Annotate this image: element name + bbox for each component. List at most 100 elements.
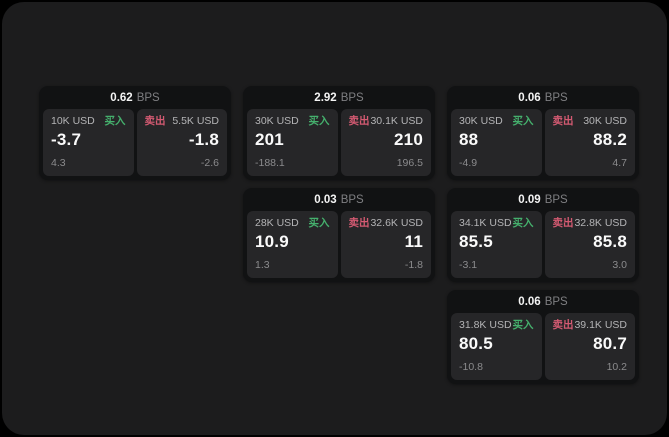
buy-delta: -188.1 xyxy=(255,157,285,170)
quote-card-body: 34.1K USD 买入 85.5 -3.1 卖出 32.8K USD 85.8… xyxy=(447,210,639,282)
bps-value: 0.03 xyxy=(314,194,337,206)
sell-delta: -1.8 xyxy=(404,259,423,272)
sell-side-label: 卖出 xyxy=(552,216,574,229)
sell-tile[interactable]: 卖出 5.5K USD -1.8 -2.6 xyxy=(136,108,227,176)
buy-amount: 28K USD xyxy=(255,216,299,229)
sell-side-label: 卖出 xyxy=(348,114,370,127)
buy-price: 80.5 xyxy=(459,334,493,354)
sell-price: -1.8 xyxy=(188,130,219,150)
sell-price: 88.2 xyxy=(593,130,627,150)
sell-amount: 32.8K USD xyxy=(574,216,627,229)
bps-header: 0.62 BPS xyxy=(39,86,231,108)
buy-tile[interactable]: 30K USD 买入 201 -188.1 xyxy=(247,108,338,176)
buy-amount: 30K USD xyxy=(459,114,503,127)
buy-amount: 31.8K USD xyxy=(459,318,512,331)
buy-delta: -4.9 xyxy=(459,157,478,170)
quote-card-body: 31.8K USD 买入 80.5 -10.8 卖出 39.1K USD 80.… xyxy=(447,312,639,384)
sell-tile-header: 卖出 30K USD xyxy=(552,114,628,128)
bps-unit-label: BPS xyxy=(544,92,568,104)
buy-tile[interactable]: 30K USD 买入 88 -4.9 xyxy=(451,108,542,176)
buy-delta: -10.8 xyxy=(459,361,483,374)
buy-tile-header: 30K USD 买入 xyxy=(459,114,534,128)
buy-price: 85.5 xyxy=(459,232,493,252)
buy-side-label: 买入 xyxy=(512,216,534,229)
bps-unit-label: BPS xyxy=(136,92,160,104)
sell-tile[interactable]: 卖出 30K USD 88.2 4.7 xyxy=(544,108,635,176)
buy-price: 10.9 xyxy=(255,232,289,252)
sell-side-label: 卖出 xyxy=(144,114,166,127)
sell-delta: 3.0 xyxy=(612,259,627,272)
buy-tile-header: 28K USD 买入 xyxy=(255,216,330,230)
quote-card-body: 28K USD 买入 10.9 1.3 卖出 32.6K USD 11 -1.8 xyxy=(243,210,435,282)
sell-amount: 30K USD xyxy=(583,114,627,127)
quote-card: 0.06 BPS 30K USD 买入 88 -4.9 卖出 30K USD xyxy=(447,86,639,180)
sell-price: 11 xyxy=(404,232,423,252)
sell-tile-header: 卖出 32.6K USD xyxy=(348,216,424,230)
bps-unit-label: BPS xyxy=(340,194,364,206)
buy-price: 88 xyxy=(459,130,479,150)
bps-value: 2.92 xyxy=(314,92,337,104)
sell-tile-header: 卖出 30.1K USD xyxy=(348,114,424,128)
bps-header: 2.92 BPS xyxy=(243,86,435,108)
bps-value: 0.06 xyxy=(518,296,541,308)
bps-unit-label: BPS xyxy=(544,296,568,308)
quote-card-body: 30K USD 买入 201 -188.1 卖出 30.1K USD 210 1… xyxy=(243,108,435,180)
bps-value: 0.09 xyxy=(518,194,541,206)
sell-amount: 5.5K USD xyxy=(172,114,219,127)
buy-amount: 34.1K USD xyxy=(459,216,512,229)
sell-tile[interactable]: 卖出 32.6K USD 11 -1.8 xyxy=(340,210,431,278)
bps-header: 0.03 BPS xyxy=(243,188,435,210)
buy-price: -3.7 xyxy=(51,130,82,150)
buy-tile-header: 30K USD 买入 xyxy=(255,114,330,128)
quote-card: 0.06 BPS 31.8K USD 买入 80.5 -10.8 卖出 39.1… xyxy=(447,290,639,384)
quote-card: 2.92 BPS 30K USD 买入 201 -188.1 卖出 30.1K … xyxy=(243,86,435,180)
sell-tile[interactable]: 卖出 39.1K USD 80.7 10.2 xyxy=(544,312,635,380)
sell-price: 210 xyxy=(394,130,423,150)
bps-value: 0.06 xyxy=(518,92,541,104)
quote-card: 0.62 BPS 10K USD 买入 -3.7 4.3 卖出 5.5K USD xyxy=(39,86,231,180)
buy-delta: -3.1 xyxy=(459,259,478,272)
sell-price: 80.7 xyxy=(593,334,627,354)
bps-value: 0.62 xyxy=(110,92,133,104)
buy-tile[interactable]: 10K USD 买入 -3.7 4.3 xyxy=(43,108,134,176)
bps-unit-label: BPS xyxy=(544,194,568,206)
buy-tile-header: 10K USD 买入 xyxy=(51,114,126,128)
buy-price: 201 xyxy=(255,130,284,150)
buy-tile-header: 31.8K USD 买入 xyxy=(459,318,534,332)
quote-card-grid: 0.62 BPS 10K USD 买入 -3.7 4.3 卖出 5.5K USD xyxy=(39,86,639,384)
quote-card-body: 30K USD 买入 88 -4.9 卖出 30K USD 88.2 4.7 xyxy=(447,108,639,180)
buy-side-label: 买入 xyxy=(104,114,126,127)
buy-side-label: 买入 xyxy=(512,318,534,331)
sell-side-label: 卖出 xyxy=(552,114,574,127)
sell-price: 85.8 xyxy=(593,232,627,252)
bps-header: 0.06 BPS xyxy=(447,86,639,108)
sell-tile[interactable]: 卖出 32.8K USD 85.8 3.0 xyxy=(544,210,635,278)
quote-card-body: 10K USD 买入 -3.7 4.3 卖出 5.5K USD -1.8 -2.… xyxy=(39,108,231,180)
sell-delta: -2.6 xyxy=(200,157,219,170)
buy-side-label: 买入 xyxy=(308,216,330,229)
buy-side-label: 买入 xyxy=(512,114,534,127)
sell-delta: 196.5 xyxy=(396,157,423,170)
buy-tile[interactable]: 28K USD 买入 10.9 1.3 xyxy=(247,210,338,278)
sell-tile-header: 卖出 39.1K USD xyxy=(552,318,628,332)
bps-header: 0.06 BPS xyxy=(447,290,639,312)
sell-tile[interactable]: 卖出 30.1K USD 210 196.5 xyxy=(340,108,431,176)
sell-tile-header: 卖出 32.8K USD xyxy=(552,216,628,230)
buy-delta: 1.3 xyxy=(255,259,270,272)
sell-side-label: 卖出 xyxy=(348,216,370,229)
quote-card: 0.03 BPS 28K USD 买入 10.9 1.3 卖出 32.6K US… xyxy=(243,188,435,282)
sell-tile-header: 卖出 5.5K USD xyxy=(144,114,220,128)
bps-header: 0.09 BPS xyxy=(447,188,639,210)
buy-delta: 4.3 xyxy=(51,157,66,170)
buy-tile[interactable]: 34.1K USD 买入 85.5 -3.1 xyxy=(451,210,542,278)
sell-amount: 32.6K USD xyxy=(370,216,423,229)
sell-side-label: 卖出 xyxy=(552,318,574,331)
buy-tile[interactable]: 31.8K USD 买入 80.5 -10.8 xyxy=(451,312,542,380)
bps-unit-label: BPS xyxy=(340,92,364,104)
sell-amount: 30.1K USD xyxy=(370,114,423,127)
buy-amount: 30K USD xyxy=(255,114,299,127)
buy-amount: 10K USD xyxy=(51,114,95,127)
quote-card: 0.09 BPS 34.1K USD 买入 85.5 -3.1 卖出 32.8K… xyxy=(447,188,639,282)
sell-delta: 4.7 xyxy=(612,157,627,170)
